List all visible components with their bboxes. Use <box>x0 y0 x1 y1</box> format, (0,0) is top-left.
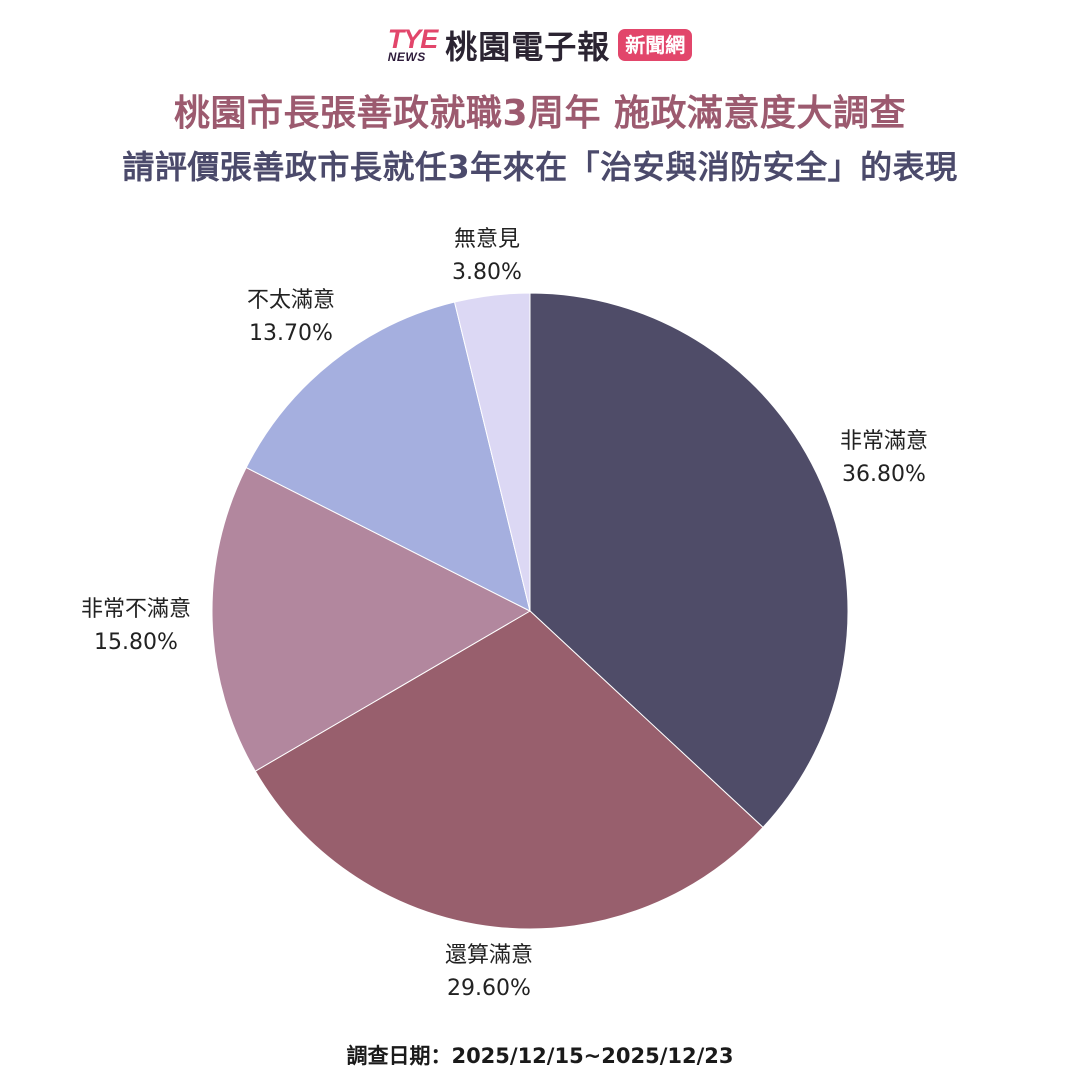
slice-value-1: 36.80% <box>842 462 926 487</box>
logo-mark-text: TYE <box>387 24 439 54</box>
survey-date: 調查日期：2025/12/15~2025/12/23 <box>346 1044 734 1068</box>
tye-news-logo-mark: TYE NEWS <box>387 24 439 64</box>
chart-title: 桃園市長張善政就職3周年 施政滿意度大調查 <box>173 93 907 134</box>
pie-slice-1 <box>529 292 849 829</box>
slice-value-3: 15.80% <box>94 630 178 655</box>
pie-slice-3 <box>211 466 532 772</box>
slice-label-5: 無意見 <box>454 227 520 252</box>
slice-label-2: 還算滿意 <box>445 943 533 968</box>
logo-sub-text: NEWS <box>387 50 426 64</box>
slice-label-4: 不太滿意 <box>247 288 335 313</box>
chart-subtitle: 請評價張善政市長就任3年來在「治安與消防安全」的表現 <box>122 148 958 186</box>
pie-slice-2 <box>254 610 764 930</box>
slice-value-2: 29.60% <box>447 976 531 1001</box>
slice-label-3: 非常不滿意 <box>81 597 191 622</box>
logo-name: 桃園電子報 <box>445 28 611 66</box>
slice-value-4: 13.70% <box>249 321 333 346</box>
pie-slice-5 <box>453 292 531 612</box>
site-logo: TYE NEWS 桃園電子報 新聞網 <box>0 22 1080 68</box>
logo-badge: 新聞網 <box>618 29 693 61</box>
slice-label-1: 非常滿意 <box>840 429 928 454</box>
slice-value-5: 3.80% <box>452 260 522 285</box>
pie-slice-4 <box>245 301 531 612</box>
